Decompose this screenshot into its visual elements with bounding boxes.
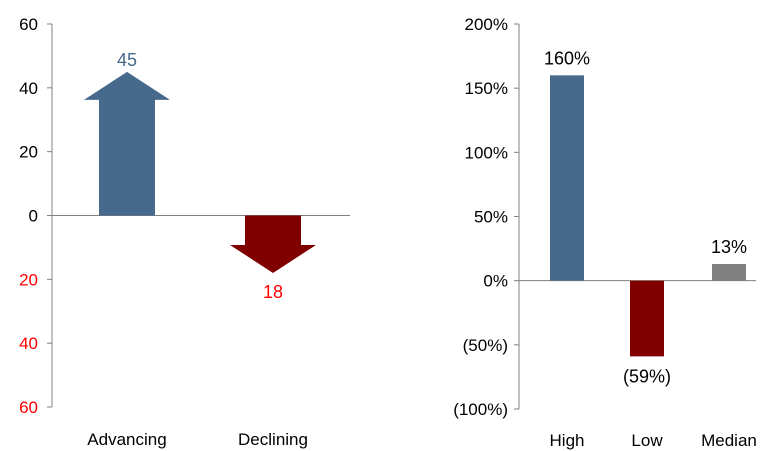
x-tick-label: Low <box>631 431 663 450</box>
median-bar <box>712 263 746 281</box>
y-tick-label: 0 <box>29 207 38 226</box>
declining-arrow <box>230 215 316 273</box>
data-label: 13% <box>711 237 747 257</box>
y-tick-label: 20 <box>19 143 38 162</box>
y-tick-label: 60 <box>19 398 38 417</box>
y-tick-label: 0% <box>483 272 508 291</box>
data-label: 45 <box>117 50 137 70</box>
advancing-declining-chart: 60 40 20 0 20 40 60 45 Advancing 18 Declining <box>19 15 350 449</box>
y-tick-label: 40 <box>19 334 38 353</box>
y-tick-label: (50%) <box>463 336 508 355</box>
x-tick-label: Median <box>701 431 757 450</box>
data-label: 160% <box>544 48 590 68</box>
x-tick-label: Advancing <box>87 430 166 449</box>
y-tick-label: 200% <box>465 15 508 34</box>
high-low-median-chart: 200% 150% 100% 50% 0% (50%) (100%) 160% High (59%… <box>453 15 757 450</box>
y-tick-label: 20 <box>19 270 38 289</box>
advancing-arrow <box>84 71 170 216</box>
y-tick-label: 50% <box>474 208 508 227</box>
data-label: (59%) <box>623 366 671 386</box>
y-tick-label: 40 <box>19 79 38 98</box>
y-tick-label: 150% <box>465 79 508 98</box>
y-tick-label: 60 <box>19 15 38 34</box>
low-bar <box>630 280 664 357</box>
x-tick-label: Declining <box>238 430 308 449</box>
y-tick-label: 100% <box>465 143 508 162</box>
high-bar <box>550 75 584 281</box>
y-tick-label: (100%) <box>453 400 508 419</box>
data-label: 18 <box>263 282 283 302</box>
x-tick-label: High <box>550 431 585 450</box>
